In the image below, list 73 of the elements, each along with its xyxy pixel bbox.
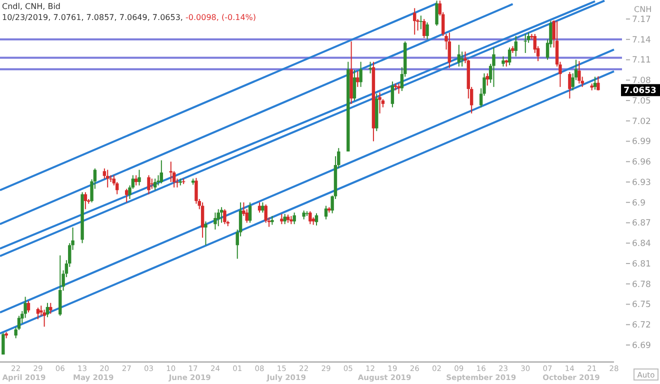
candlestick xyxy=(49,302,52,314)
candlestick xyxy=(264,204,268,224)
text: CNH xyxy=(634,5,652,14)
y-tick-label: 6.72 xyxy=(632,320,651,331)
candlestick xyxy=(134,174,138,186)
candlestick xyxy=(426,22,429,40)
candlestick xyxy=(261,202,264,214)
candlestick xyxy=(223,208,226,225)
y-tick-label: 6.93 xyxy=(632,178,651,188)
candlestick xyxy=(308,210,312,225)
y-tick-label: 6.87 xyxy=(632,218,651,229)
text: 10/23/2019, 7.0761, 7.0857, 7.0649, 7.0653, xyxy=(2,13,183,22)
candlestick xyxy=(422,18,426,39)
candlestick xyxy=(593,76,597,90)
y-tick-label: 6.75 xyxy=(632,300,651,310)
candlestick xyxy=(508,47,512,66)
candlestick xyxy=(84,192,88,210)
candlestick xyxy=(138,169,141,186)
candlestick xyxy=(578,60,581,84)
candlestick xyxy=(283,213,286,225)
candlestick xyxy=(26,300,30,313)
candlestick xyxy=(147,174,150,195)
candlestick xyxy=(568,71,572,99)
candlestick xyxy=(214,212,217,230)
candlestick xyxy=(352,69,356,102)
candlestick xyxy=(292,212,296,225)
candlestick xyxy=(502,56,505,68)
chart-title: Cndl, CNH, Bid xyxy=(2,2,61,11)
candlestick xyxy=(435,0,438,26)
candlestick xyxy=(280,213,284,225)
candlestick xyxy=(324,205,328,220)
candlestick xyxy=(42,309,46,328)
candlestick xyxy=(200,202,204,238)
y-tick-label: 6.96 xyxy=(632,158,651,168)
candlestick xyxy=(156,174,160,186)
candlestick xyxy=(514,35,518,57)
y-tick-label: 7.17 xyxy=(632,14,651,25)
candlestick xyxy=(216,208,220,227)
y-tick-label: 6.99 xyxy=(632,137,651,148)
candlestick xyxy=(413,8,416,36)
candlestick xyxy=(36,307,40,320)
candlestick xyxy=(486,72,489,86)
candlestick xyxy=(448,32,452,68)
text: 7.0653 xyxy=(624,86,656,96)
candlestick xyxy=(460,51,464,68)
candlestick xyxy=(153,178,157,191)
y-tick-label: 6.69 xyxy=(632,340,651,351)
y-tick-label: 6.78 xyxy=(632,280,651,290)
candlestick xyxy=(248,202,252,224)
y-tick-label: 7.11 xyxy=(632,56,651,66)
y-tick-label: 7.14 xyxy=(632,35,651,46)
y-tick-label: 7.08 xyxy=(632,76,651,86)
candlestick xyxy=(378,92,382,114)
candlestick xyxy=(314,212,318,226)
candlestick xyxy=(2,332,5,356)
candlestick xyxy=(125,188,128,203)
candlestick xyxy=(368,61,372,74)
candlestick xyxy=(204,220,208,246)
annotation: -0.0098, (-0.14%) xyxy=(182,13,256,22)
candlestick xyxy=(397,83,400,94)
candlestick xyxy=(419,15,423,30)
y-tick-label: 6.9 xyxy=(632,198,646,208)
candlestick xyxy=(457,44,461,68)
candlestick xyxy=(359,61,362,88)
candlestick xyxy=(492,47,496,88)
y-tick-label: 7.05 xyxy=(632,96,651,106)
candlestick xyxy=(390,81,394,108)
candlestick xyxy=(596,76,600,91)
candlestick xyxy=(46,302,50,318)
y-tick-label: 6.81 xyxy=(632,259,651,270)
y-tick-label: 7.02 xyxy=(632,116,651,127)
y-tick-label: 6.84 xyxy=(632,239,651,250)
candlestick xyxy=(160,160,164,184)
